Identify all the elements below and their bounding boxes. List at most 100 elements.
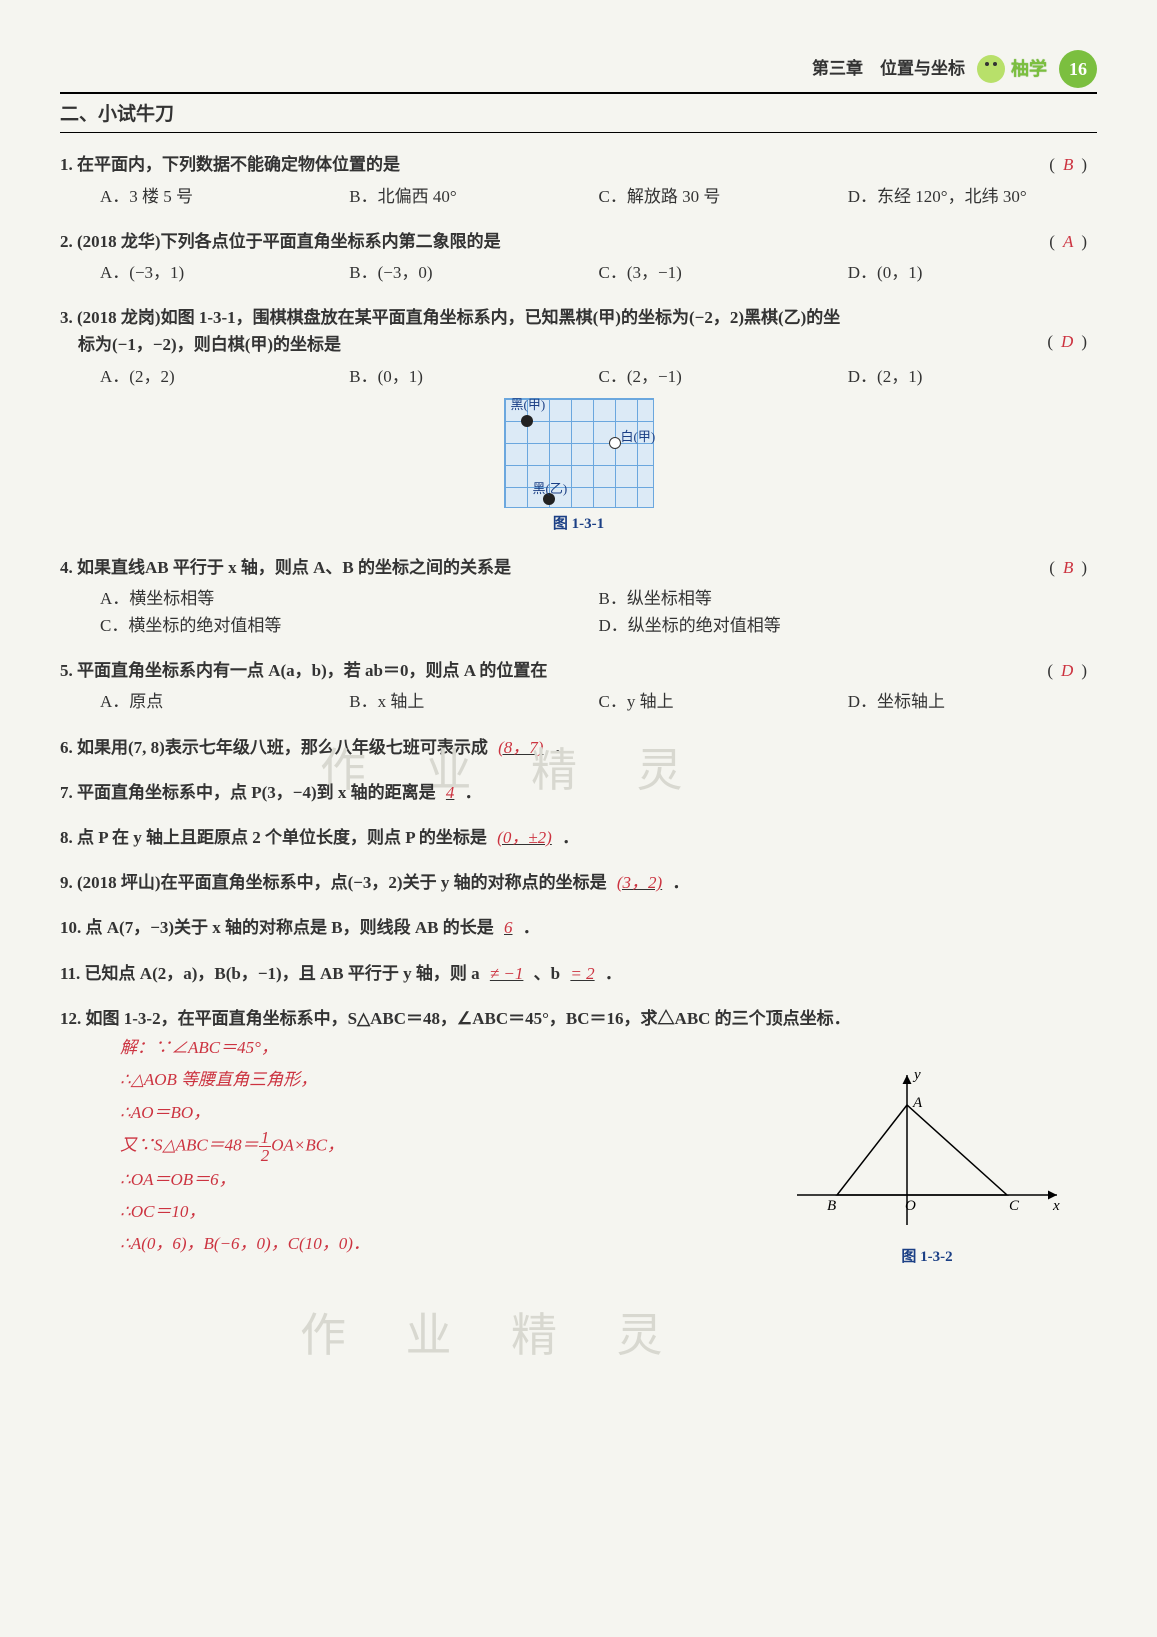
white1-label: 白(甲) — [621, 427, 656, 448]
q4-opt-d: D．纵坐标的绝对值相等 — [599, 612, 1098, 639]
q2-options: A．(−3，1) B．(−3，0) C．(3，−1) D．(0，1) — [60, 259, 1097, 286]
q4-answer: B — [1055, 558, 1081, 577]
sprout-icon — [977, 55, 1005, 83]
q1-opt-a: A．3 楼 5 号 — [100, 183, 349, 210]
q8-post: ． — [562, 828, 579, 847]
q2-answer: A — [1055, 232, 1081, 251]
q6-pre: 6. 如果用(7, 8)表示七年级八班，那么八年级七班可表示成 — [60, 738, 488, 757]
origin-label: O — [905, 1198, 916, 1214]
question-2: 2. (2018 龙华)下列各点位于平面直角坐标系内第二象限的是 (A) A．(… — [60, 228, 1097, 286]
sol-l5: ∴OA＝OB＝6， — [120, 1164, 660, 1196]
q9-post: ． — [672, 873, 689, 892]
q2-opt-d: D．(0，1) — [848, 259, 1097, 286]
point-b-label: B — [827, 1198, 836, 1214]
sol-l6: ∴OC＝10， — [120, 1196, 660, 1228]
q10-answer: 6 — [498, 918, 519, 937]
q5-answer: D — [1053, 661, 1081, 680]
q1-opt-d: D．东经 120°，北纬 30° — [848, 183, 1097, 210]
figure-1-3-2: y x A B O C 图 1-3-2 — [787, 1065, 1067, 1269]
q10-post: ． — [523, 918, 540, 937]
q4-opt-b: B．纵坐标相等 — [599, 585, 1098, 612]
q4-stem: 4. 如果直线AB 平行于 x 轴，则点 A、B 的坐标之间的关系是 — [60, 554, 1097, 581]
q1-stem: 1. 在平面内，下列数据不能确定物体位置的是 — [60, 151, 1097, 178]
q11-post: ． — [605, 964, 622, 983]
q8-pre: 8. 点 P 在 y 轴上且距原点 2 个单位长度，则点 P 的坐标是 — [60, 828, 487, 847]
brand-name: 柚学 — [1011, 59, 1047, 79]
question-4: 4. 如果直线AB 平行于 x 轴，则点 A、B 的坐标之间的关系是 (B) A… — [60, 554, 1097, 640]
q5-answer-slot: (D) — [1047, 657, 1087, 684]
q7-post: ． — [465, 783, 482, 802]
q3-answer: D — [1053, 332, 1081, 351]
q7-answer: 4 — [440, 783, 461, 802]
question-5: 5. 平面直角坐标系内有一点 A(a，b)，若 ab＝0，则点 A 的位置在 (… — [60, 657, 1097, 715]
q1-answer-slot: (B) — [1049, 151, 1087, 178]
fig-1-3-2-caption: 图 1-3-2 — [787, 1245, 1067, 1269]
q5-stem: 5. 平面直角坐标系内有一点 A(a，b)，若 ab＝0，则点 A 的位置在 — [60, 657, 1097, 684]
footer-area: 作 业 精 灵 — [60, 1279, 1097, 1379]
q2-opt-c: C．(3，−1) — [599, 259, 848, 286]
black1-label: 黑(甲) — [511, 395, 546, 416]
question-7: 7. 平面直角坐标系中，点 P(3，−4)到 x 轴的距离是 4 ． — [60, 779, 1097, 806]
q9-pre: 9. (2018 坪山)在平面直角坐标系中，点(−3，2)关于 y 轴的对称点的… — [60, 873, 607, 892]
q3-opt-c: C．(2，−1) — [599, 363, 848, 390]
q10-pre: 10. 点 A(7，−3)关于 x 轴的对称点是 B，则线段 AB 的长是 — [60, 918, 494, 937]
axis-y-label: y — [912, 1067, 921, 1083]
q3-opt-a: A．(2，2) — [100, 363, 349, 390]
question-11: 11. 已知点 A(2，a)，B(b，−1)，且 AB 平行于 y 轴，则 a … — [60, 960, 1097, 987]
question-12: 12. 如图 1-3-2，在平面直角坐标系中，S△ABC＝48，∠ABC＝45°… — [60, 1005, 1097, 1261]
q4-opt-a: A．横坐标相等 — [100, 585, 599, 612]
question-9: 9. (2018 坪山)在平面直角坐标系中，点(−3，2)关于 y 轴的对称点的… — [60, 869, 1097, 896]
chapter-title: 第三章 位置与坐标 — [812, 55, 965, 82]
q5-opt-c: C．y 轴上 — [599, 688, 848, 715]
white-stone-1 — [609, 437, 621, 449]
question-3: 3. (2018 龙岗)如图 1-3-1，围棋棋盘放在某平面直角坐标系内，已知黑… — [60, 304, 1097, 536]
q6-answer: (8，7) — [492, 738, 549, 757]
q3-opt-b: B．(0，1) — [349, 363, 598, 390]
black-stone-1 — [521, 415, 533, 427]
q3-opt-d: D．(2，1) — [848, 363, 1097, 390]
q2-answer-slot: (A) — [1049, 228, 1087, 255]
q1-opt-b: B．北偏西 40° — [349, 183, 598, 210]
q1-opt-c: C．解放路 30 号 — [599, 183, 848, 210]
q3-answer-slot: (D) — [1047, 328, 1087, 355]
q3-stem-l1: 3. (2018 龙岗)如图 1-3-1，围棋棋盘放在某平面直角坐标系内，已知黑… — [60, 304, 1097, 331]
q7-pre: 7. 平面直角坐标系中，点 P(3，−4)到 x 轴的距离是 — [60, 783, 436, 802]
axis-x-label: x — [1052, 1198, 1060, 1214]
q12-solution: 解：∵∠ABC＝45°， ∴△AOB 等腰直角三角形， ∴AO＝BO， 又∵S△… — [60, 1032, 660, 1261]
page-number-badge: 16 — [1059, 50, 1097, 88]
q5-opt-b: B．x 轴上 — [349, 688, 598, 715]
sol-l3: ∴AO＝BO， — [120, 1097, 660, 1129]
go-board: 黑(甲) 白(甲) 黑(乙) — [504, 398, 654, 508]
triangle-diagram: y x A B O C — [787, 1065, 1067, 1235]
figure-1-3-1: 黑(甲) 白(甲) 黑(乙) 图 1-3-1 — [499, 398, 659, 536]
q11-mid: 、b — [534, 964, 560, 983]
brand-logo: 柚学 — [977, 55, 1047, 84]
q4-answer-slot: (B) — [1049, 554, 1087, 581]
q3-options: A．(2，2) B．(0，1) C．(2，−1) D．(2，1) — [60, 363, 1097, 390]
point-a-label: A — [912, 1095, 923, 1111]
q4-opt-c: C．横坐标的绝对值相等 — [100, 612, 599, 639]
sol-l7: ∴A(0，6)，B(−6，0)，C(10，0)． — [120, 1228, 660, 1260]
q8-answer: (0，±2) — [491, 828, 558, 847]
q2-opt-a: A．(−3，1) — [100, 259, 349, 286]
q1-answer: B — [1055, 155, 1081, 174]
sol-l1: 解：∵∠ABC＝45°， — [120, 1032, 660, 1064]
q5-options: A．原点 B．x 轴上 C．y 轴上 D．坐标轴上 — [60, 688, 1097, 715]
fig-1-3-1-caption: 图 1-3-1 — [499, 512, 659, 536]
q4-options: A．横坐标相等 B．纵坐标相等 C．横坐标的绝对值相等 D．纵坐标的绝对值相等 — [60, 585, 1097, 639]
q6-post: ． — [554, 738, 571, 757]
sol-l4: 又∵S△ABC＝48＝12OA×BC， — [120, 1129, 660, 1164]
sol-l2: ∴△AOB 等腰直角三角形， — [120, 1064, 660, 1096]
question-1: 1. 在平面内，下列数据不能确定物体位置的是 (B) A．3 楼 5 号 B．北… — [60, 151, 1097, 209]
q3-stem-l2: 标为(−1，−2)，则白棋(甲)的坐标是 — [60, 331, 1097, 358]
q2-stem: 2. (2018 龙华)下列各点位于平面直角坐标系内第二象限的是 — [60, 228, 1097, 255]
q2-opt-b: B．(−3，0) — [349, 259, 598, 286]
q9-answer: (3，2) — [611, 873, 668, 892]
question-8: 8. 点 P 在 y 轴上且距原点 2 个单位长度，则点 P 的坐标是 (0，±… — [60, 824, 1097, 851]
q11-answer-b: = 2 — [564, 964, 600, 983]
question-10: 10. 点 A(7，−3)关于 x 轴的对称点是 B，则线段 AB 的长是 6 … — [60, 914, 1097, 941]
page-header: 第三章 位置与坐标 柚学 16 — [60, 50, 1097, 94]
section-heading: 二、小试牛刀 — [60, 100, 1097, 133]
q5-opt-d: D．坐标轴上 — [848, 688, 1097, 715]
q1-options: A．3 楼 5 号 B．北偏西 40° C．解放路 30 号 D．东经 120°… — [60, 183, 1097, 210]
